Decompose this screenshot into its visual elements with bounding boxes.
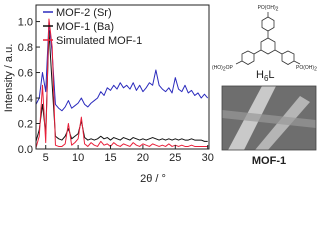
ligand-structure <box>235 12 301 65</box>
ligand-group: (HO)2OP <box>212 65 234 73</box>
x-tick-label: 5 <box>43 152 49 164</box>
legend-label: MOF-2 (Sr) <box>56 7 112 19</box>
ligand-name: H6L <box>256 69 275 83</box>
x-tick-label: 20 <box>137 152 149 164</box>
y-tick-label: 0.0 <box>18 144 33 156</box>
ligand-group: PO(OH)2 <box>258 5 279 13</box>
data-line <box>35 18 208 148</box>
x-tick-label: 10 <box>72 152 84 164</box>
data-line <box>35 29 208 142</box>
legend-label: MOF-1 (Ba) <box>56 21 114 33</box>
sem-image <box>221 85 317 151</box>
x-tick-label: 25 <box>169 152 181 164</box>
legend-label: Simulated MOF-1 <box>56 35 142 47</box>
figure: 2θ / ° Intensity / a.u. PO(OH)2 (HO)2OP … <box>3 4 317 185</box>
x-tick-label: 15 <box>104 152 116 164</box>
y-tick-label: 0.2 <box>18 119 33 131</box>
data-line <box>35 21 209 112</box>
y-tick-label: 0.8 <box>18 42 33 54</box>
x-tick-label: 30 <box>202 152 214 164</box>
y-tick-label: 0.4 <box>18 93 33 105</box>
ligand-group: PO(OH)2 <box>296 65 317 73</box>
y-axis-label: Intensity / a.u. <box>3 44 15 112</box>
y-tick-label: 0.6 <box>18 68 33 80</box>
image-label: MOF-1 <box>252 155 286 167</box>
y-tick-label: 1.0 <box>18 17 33 29</box>
plot-frame <box>35 4 210 150</box>
x-axis-label: 2θ / ° <box>140 173 166 185</box>
